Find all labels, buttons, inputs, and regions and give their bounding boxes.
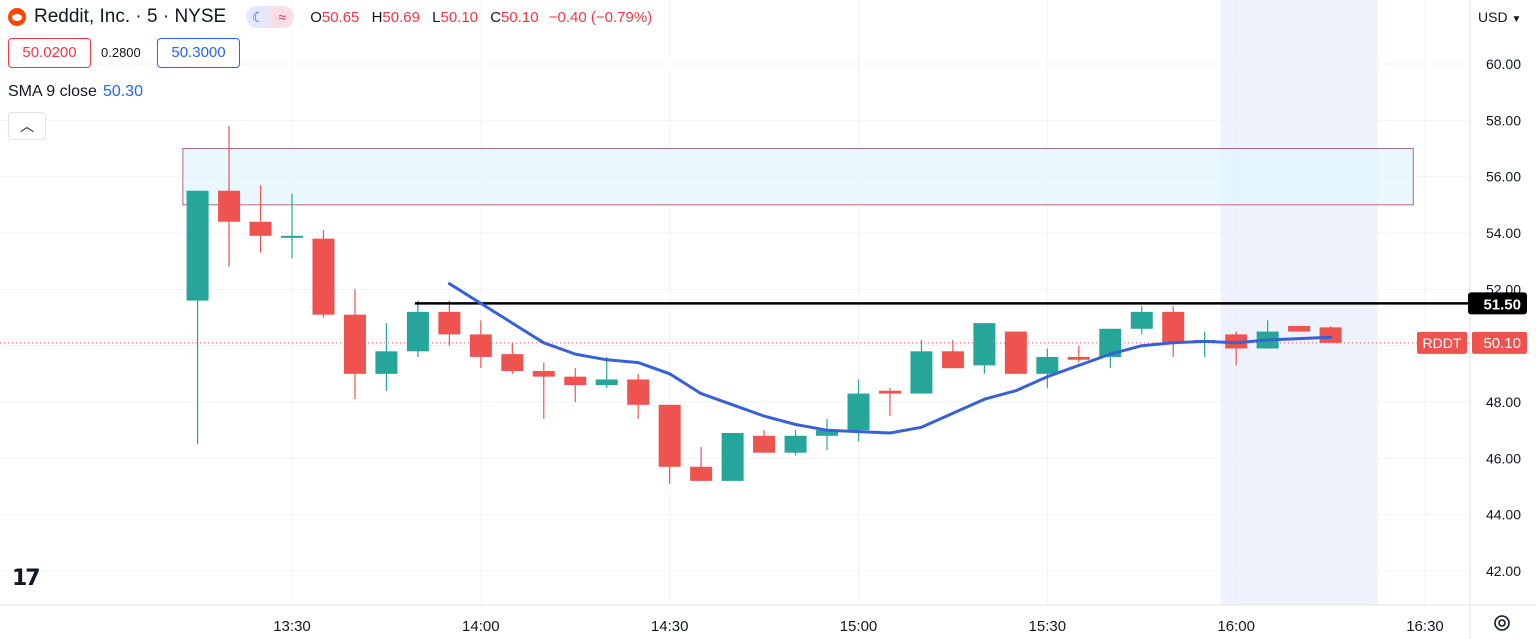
open-value: 50.65 (321, 8, 360, 26)
candle-body[interactable] (941, 351, 964, 369)
y-tick-label: 46.00 (1486, 450, 1521, 466)
candle-body[interactable] (1004, 331, 1027, 374)
low-key: L (432, 8, 441, 26)
x-tick-label: 15:30 (1029, 618, 1067, 635)
supply-zone-rect[interactable] (182, 148, 1414, 206)
candle-body[interactable] (438, 311, 461, 335)
candle-body[interactable] (406, 311, 429, 352)
candle-body[interactable] (784, 435, 807, 453)
ohlc-readout: O50.65 H50.69 L50.10 C50.10 −0.40 (−0.79… (310, 9, 652, 26)
candle-body[interactable] (595, 379, 618, 386)
x-tick-label: 14:30 (651, 618, 689, 635)
sma-line[interactable] (447, 282, 1333, 435)
y-tick-label: 54.00 (1486, 225, 1521, 241)
collapse-legend-button[interactable]: ︿ (8, 112, 46, 140)
y-tick-label: 56.00 (1486, 169, 1521, 185)
candle-body[interactable] (469, 334, 492, 357)
candle-body[interactable] (1130, 311, 1153, 329)
candle-body[interactable] (847, 393, 870, 431)
last-price-label: 50.10 (1483, 335, 1521, 352)
open-key: O (310, 8, 322, 26)
chevron-up-icon: ︿ (20, 118, 34, 134)
sell-button[interactable]: 50.0200 (8, 38, 91, 68)
candle-body[interactable] (878, 390, 901, 394)
candle-body[interactable] (973, 323, 996, 366)
chevron-down-icon: ▼ (1511, 14, 1522, 25)
ticker-label: RDDT (1423, 335, 1462, 351)
candle-body[interactable] (1099, 328, 1122, 357)
candle-body[interactable] (1319, 327, 1342, 343)
candle-body[interactable] (690, 466, 713, 481)
candle-body[interactable] (564, 376, 587, 386)
gear-icon[interactable] (1491, 612, 1513, 634)
x-tick-label: 15:00 (840, 618, 878, 635)
candle-body[interactable] (218, 190, 241, 222)
y-tick-label: 42.00 (1486, 563, 1521, 579)
status-pill[interactable]: ☾ ≈ (246, 6, 295, 28)
close-key: C (490, 8, 502, 26)
candle-body[interactable] (343, 314, 366, 374)
candle-body[interactable] (249, 221, 272, 236)
candle-body[interactable] (627, 379, 650, 405)
last-price-tag (1472, 331, 1527, 354)
high-value: 50.69 (382, 8, 420, 26)
y-tick-label: 58.00 (1486, 112, 1521, 128)
wave-icon: ≈ (270, 6, 295, 28)
change-value: −0.40 (−0.79%) (548, 8, 653, 26)
candle-body[interactable] (1162, 311, 1185, 343)
candle-body[interactable] (753, 435, 776, 453)
symbol-title[interactable]: Reddit, Inc. · 5 · NYSE (34, 6, 227, 27)
y-tick-label: 48.00 (1486, 394, 1521, 410)
high-key: H (371, 8, 383, 26)
spread-value: 0.2800 (101, 45, 141, 60)
moon-icon: ☾ (246, 6, 271, 28)
close-value: 50.10 (501, 8, 539, 26)
candle-body[interactable] (186, 190, 209, 301)
candle-body[interactable] (532, 371, 555, 377)
y-tick-label: 44.00 (1486, 507, 1521, 523)
candle-body[interactable] (816, 430, 839, 436)
sma-legend[interactable]: SMA 9 close 50.30 (8, 83, 143, 101)
y-tick-label: 60.00 (1486, 56, 1521, 72)
candle-body[interactable] (658, 404, 681, 467)
reddit-logo-icon (8, 8, 26, 26)
sma-label: SMA 9 close (8, 83, 97, 100)
candle-body[interactable] (1067, 356, 1090, 360)
currency-selector[interactable]: USD ▼ (1478, 4, 1521, 30)
x-tick-label: 16:00 (1217, 618, 1255, 635)
candle-body[interactable] (312, 238, 335, 315)
candle-body[interactable] (1288, 325, 1311, 332)
candle-body[interactable] (375, 351, 398, 374)
ticker-tag (1417, 331, 1467, 354)
x-tick-label: 16:30 (1406, 618, 1444, 635)
level-price-label: 51.50 (1483, 296, 1521, 313)
x-tick-label: 13:30 (273, 618, 311, 635)
candle-body[interactable] (910, 351, 933, 394)
candle-body[interactable] (721, 432, 744, 481)
candle-body[interactable] (281, 235, 303, 238)
chart-header: Reddit, Inc. · 5 · NYSE ☾ ≈ O50.65 H50.6… (8, 4, 652, 30)
low-value: 50.10 (440, 8, 479, 26)
buy-button[interactable]: 50.3000 (157, 38, 240, 68)
x-tick-label: 14:00 (462, 618, 500, 635)
level-price-tag (1468, 292, 1527, 315)
sma-value: 50.30 (102, 83, 143, 100)
currency-label: USD (1478, 9, 1508, 25)
candle-body[interactable] (501, 354, 524, 372)
candle-body[interactable] (1036, 356, 1059, 374)
tradingview-logo-icon[interactable]: 17 (12, 566, 41, 591)
